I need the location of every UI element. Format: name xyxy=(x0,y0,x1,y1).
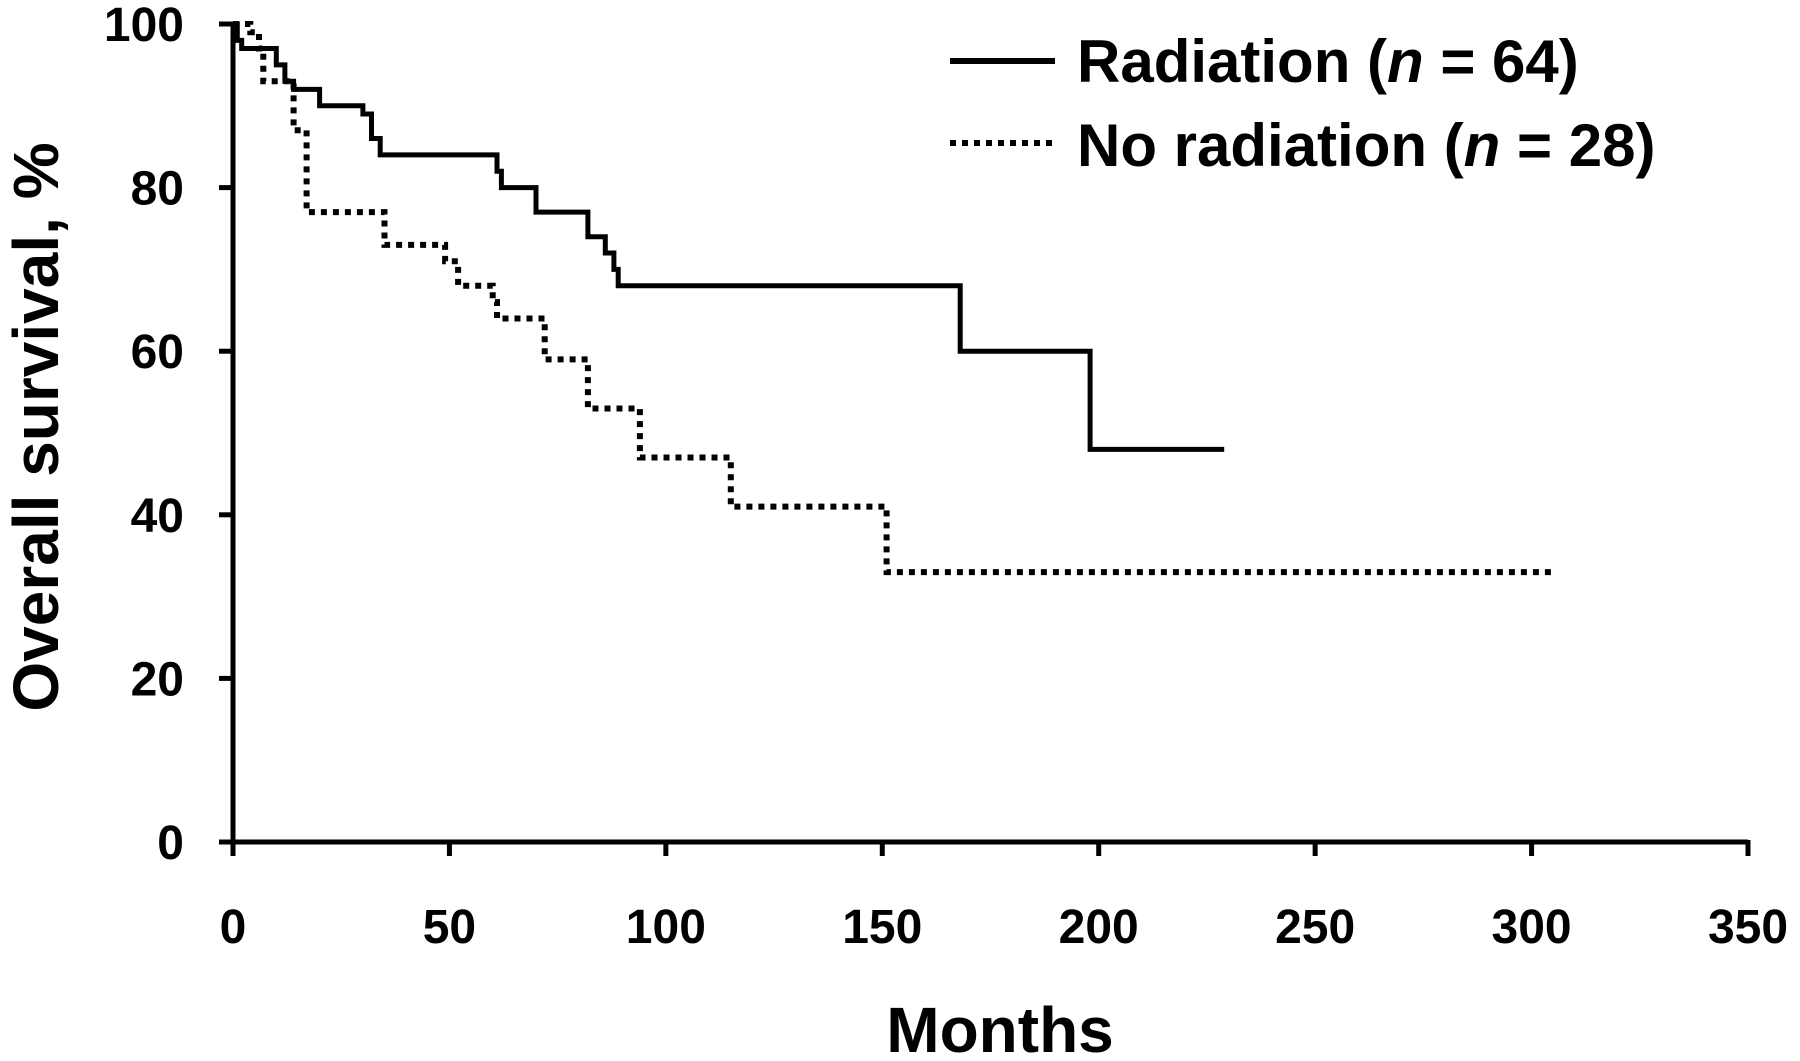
x-tick-label: 50 xyxy=(423,901,476,954)
x-tick-label: 250 xyxy=(1275,901,1355,954)
y-tick-label: 20 xyxy=(131,653,184,706)
x-tick-label: 300 xyxy=(1492,901,1572,954)
legend-label-radiation: Radiation (n = 64) xyxy=(1077,28,1579,95)
x-tick-label: 0 xyxy=(220,901,247,954)
x-tick-label: 350 xyxy=(1708,901,1788,954)
x-tick-label: 200 xyxy=(1059,901,1139,954)
y-tick-label: 80 xyxy=(131,163,184,216)
y-tick-label: 100 xyxy=(104,0,184,52)
y-tick-label: 0 xyxy=(157,817,184,870)
x-tick-label: 100 xyxy=(626,901,706,954)
legend-n-symbol: n xyxy=(1464,112,1501,179)
legend-name-radiation: Radiation xyxy=(1077,28,1350,95)
legend-n-radiation: 64 xyxy=(1492,28,1559,95)
axes xyxy=(219,21,1751,856)
series-line-radiation xyxy=(233,21,1225,452)
y-tick-label: 40 xyxy=(131,490,184,543)
plot-lines xyxy=(233,21,1554,576)
legend-label-no-radiation: No radiation (n = 28) xyxy=(1077,112,1655,179)
legend-n-symbol: n xyxy=(1387,28,1424,95)
legend: Radiation (n = 64) No radiation (n = 28) xyxy=(950,28,1655,179)
legend-name-no-radiation: No radiation xyxy=(1077,112,1427,179)
y-axis-title: Overall survival, % xyxy=(0,142,72,711)
tick-labels: 0 50 100 150 200 250 300 350 0 20 40 60 80 100 xyxy=(104,0,1788,954)
y-tick-label: 60 xyxy=(131,326,184,379)
series-line-no-radiation xyxy=(233,21,1554,576)
x-axis-title: Months xyxy=(886,994,1114,1061)
legend-n-no-radiation: 28 xyxy=(1569,112,1636,179)
x-tick-label: 150 xyxy=(842,901,922,954)
